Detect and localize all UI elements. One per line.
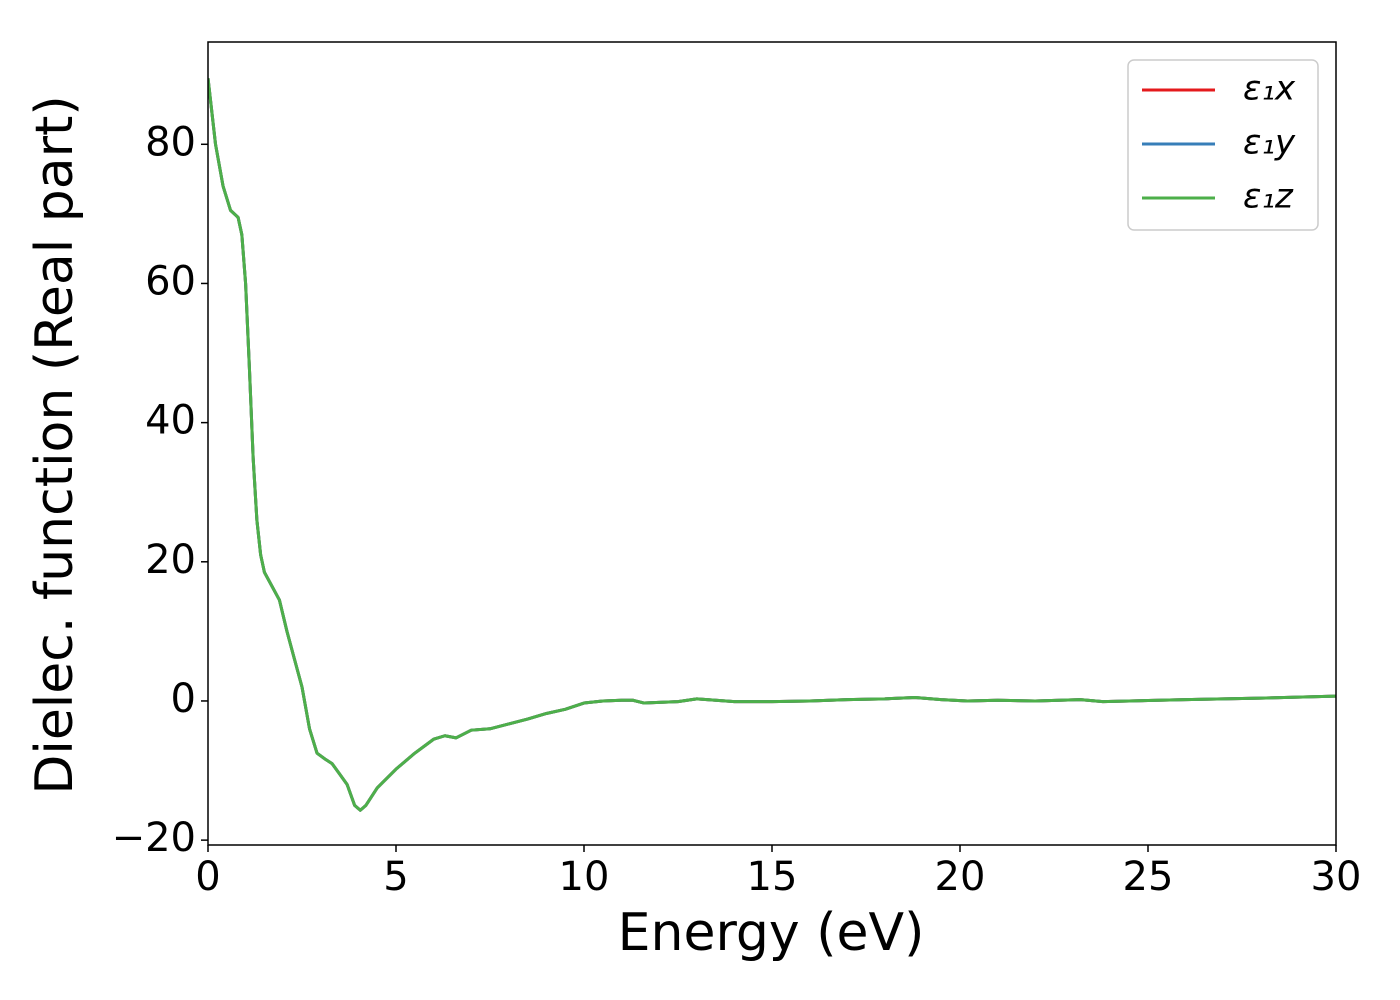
x-tick-label: 20 xyxy=(935,854,986,900)
plot-frame xyxy=(207,41,1337,846)
x-tick-label: 30 xyxy=(1311,854,1362,900)
y-tick-label: 60 xyxy=(145,258,196,304)
x-tick-label: 10 xyxy=(559,854,610,900)
x-tick-label: 5 xyxy=(383,854,408,900)
x-tick-label: 25 xyxy=(1123,854,1174,900)
x-axis-title: Energy (eV) xyxy=(618,903,925,963)
y-tick-label: 80 xyxy=(145,119,196,165)
x-tick-label: 0 xyxy=(195,854,220,900)
y-tick-label: −20 xyxy=(112,815,196,861)
legend-label: ε₁x xyxy=(1243,69,1296,109)
y-tick-label: 20 xyxy=(145,537,196,583)
legend-label: ε₁y xyxy=(1243,123,1296,163)
series-line xyxy=(208,78,1336,812)
legend-label: ε₁z xyxy=(1243,177,1294,217)
legend-box xyxy=(1127,59,1319,231)
x-tick-label: 15 xyxy=(747,854,798,900)
y-axis-title: Dielec. function (Real part) xyxy=(25,95,85,794)
y-tick-label: 0 xyxy=(171,676,196,722)
y-tick-label: 40 xyxy=(145,398,196,444)
